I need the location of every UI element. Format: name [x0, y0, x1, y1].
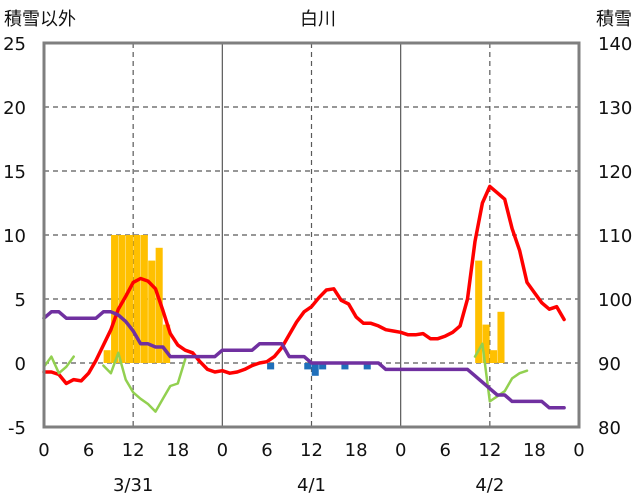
- day-label: 4/1: [297, 475, 326, 496]
- plot-frame: [42, 41, 581, 429]
- x-tick-label: 6: [83, 440, 94, 461]
- x-tick-label: 12: [478, 440, 501, 461]
- left-tick-label: 25: [3, 34, 26, 55]
- right-tick-label: 140: [598, 34, 632, 55]
- bar: [148, 260, 156, 363]
- line-series: [42, 184, 566, 413]
- right-tick-label: 130: [598, 98, 632, 119]
- right-tick-label: 110: [598, 226, 632, 247]
- left-tick-label: 20: [3, 98, 26, 119]
- right-tick-label: 120: [598, 162, 632, 183]
- bar: [304, 363, 312, 370]
- bar: [103, 350, 111, 363]
- bar: [341, 363, 349, 370]
- right-axis-title: 積雪: [596, 9, 632, 30]
- x-tick-label: 0: [573, 440, 584, 461]
- chart-title: 白川: [300, 9, 336, 30]
- bar: [497, 311, 505, 363]
- right-tick-label: 90: [598, 354, 621, 375]
- left-axis-title: 積雪以外: [4, 9, 76, 30]
- series-line: [42, 355, 75, 375]
- bar: [111, 235, 119, 363]
- x-tick-label: 18: [166, 440, 189, 461]
- bar: [163, 324, 171, 363]
- left-tick-label: -5: [8, 418, 26, 439]
- bar: [363, 363, 371, 370]
- x-tick-label: 12: [122, 440, 145, 461]
- bar: [490, 350, 498, 363]
- series-line: [102, 351, 187, 413]
- bar: [155, 247, 163, 363]
- day-label: 3/31: [113, 475, 153, 496]
- x-tick-label: 6: [261, 440, 272, 461]
- x-tick-label: 6: [440, 440, 451, 461]
- day-label: 4/2: [475, 475, 504, 496]
- bar: [125, 235, 133, 363]
- left-tick-label: 15: [3, 162, 26, 183]
- bar-series: [103, 235, 505, 376]
- bar: [140, 235, 148, 363]
- x-tick-label: 0: [217, 440, 228, 461]
- x-tick-label: 12: [300, 440, 323, 461]
- bar: [319, 363, 327, 370]
- bar: [482, 324, 490, 363]
- left-tick-label: 0: [15, 354, 26, 375]
- left-tick-label: 10: [3, 226, 26, 247]
- x-tick-label: 18: [523, 440, 546, 461]
- bar: [133, 235, 141, 363]
- x-tick-label: 0: [395, 440, 406, 461]
- x-tick-label: 18: [345, 440, 368, 461]
- series-line: [42, 310, 566, 410]
- bar: [311, 363, 319, 376]
- bar: [267, 363, 275, 370]
- left-tick-label: 5: [15, 290, 26, 311]
- right-tick-label: 80: [598, 418, 621, 439]
- bar: [118, 235, 126, 363]
- x-tick-label: 0: [38, 440, 49, 461]
- right-tick-label: 100: [598, 290, 632, 311]
- series-line: [42, 184, 566, 386]
- bar: [475, 260, 483, 363]
